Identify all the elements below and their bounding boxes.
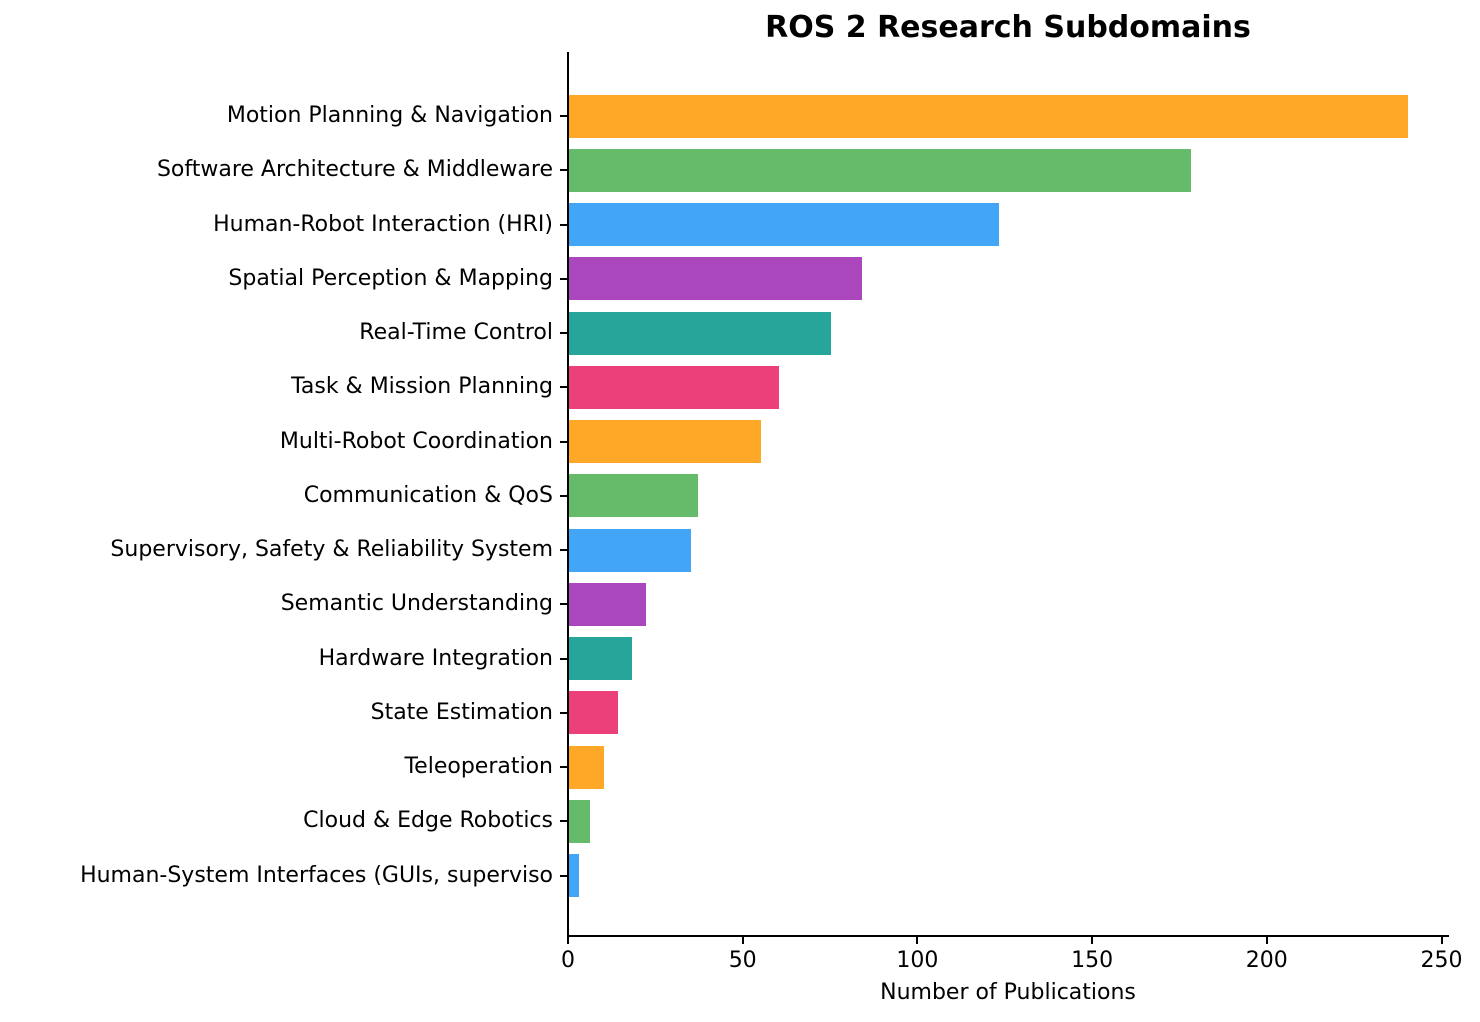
x-tick-label: 0 xyxy=(561,948,575,973)
x-axis-line xyxy=(567,935,1449,937)
y-tick-label: Task & Mission Planning xyxy=(291,374,553,400)
bar xyxy=(569,637,632,680)
x-tick-label: 250 xyxy=(1420,948,1463,973)
bar xyxy=(569,148,1191,192)
x-axis-label: Number of Publications xyxy=(880,980,1136,1005)
y-tick-label: Motion Planning & Navigation xyxy=(226,103,553,128)
x-tick-label: 50 xyxy=(728,948,757,973)
bar xyxy=(569,474,699,518)
x-tick-label: 150 xyxy=(1071,948,1114,973)
y-tick xyxy=(560,277,568,280)
y-tick xyxy=(560,169,568,172)
bar xyxy=(569,420,762,463)
y-tick-label: State Estimation xyxy=(370,699,553,725)
y-tick-label: Cloud & Edge Robotics xyxy=(303,808,553,834)
bar xyxy=(569,94,1408,138)
bar xyxy=(569,203,999,246)
y-tick xyxy=(560,603,568,606)
y-tick-label: Hardware Integration xyxy=(318,645,553,671)
y-tick xyxy=(560,657,568,660)
x-tick xyxy=(916,936,919,944)
y-tick-label: Human-System Interfaces (GUIs, superviso xyxy=(80,862,553,888)
x-tick-label: 100 xyxy=(896,948,939,973)
bar xyxy=(569,691,618,735)
y-tick-label: Real-Time Control xyxy=(359,320,553,345)
y-tick-label: Supervisory, Safety & Reliability System xyxy=(110,537,553,562)
y-tick-label: Communication & QoS xyxy=(303,482,553,508)
y-axis-line xyxy=(567,52,569,937)
y-tick xyxy=(560,115,568,117)
y-tick xyxy=(560,440,568,443)
y-tick xyxy=(560,549,568,551)
y-tick xyxy=(560,223,568,226)
y-tick xyxy=(560,494,568,497)
chart-title: ROS 2 Research Subdomains xyxy=(765,10,1251,45)
x-tick xyxy=(741,936,744,944)
y-tick xyxy=(560,766,568,768)
x-tick xyxy=(1091,936,1094,944)
y-tick xyxy=(560,711,568,714)
y-tick-label: Semantic Understanding xyxy=(280,591,553,617)
bar xyxy=(569,311,832,355)
bar xyxy=(569,799,590,843)
y-tick-label: Human-Robot Interaction (HRI) xyxy=(213,211,553,237)
bar xyxy=(569,854,580,897)
bar xyxy=(569,528,692,572)
y-tick-label: Teleoperation xyxy=(404,754,553,779)
bar xyxy=(569,257,863,301)
bar xyxy=(569,582,646,626)
y-tick xyxy=(560,332,568,334)
x-tick xyxy=(567,936,569,944)
y-tick xyxy=(560,820,568,823)
bar xyxy=(569,745,604,789)
y-tick-label: Multi-Robot Coordination xyxy=(279,428,553,454)
x-tick xyxy=(1265,936,1268,944)
y-tick xyxy=(560,874,568,877)
bar xyxy=(569,365,779,409)
y-tick-label: Software Architecture & Middleware xyxy=(156,157,553,183)
x-tick xyxy=(1440,936,1443,944)
x-tick-label: 200 xyxy=(1245,948,1288,973)
y-tick-label: Spatial Perception & Mapping xyxy=(228,265,553,291)
y-tick xyxy=(560,386,568,389)
